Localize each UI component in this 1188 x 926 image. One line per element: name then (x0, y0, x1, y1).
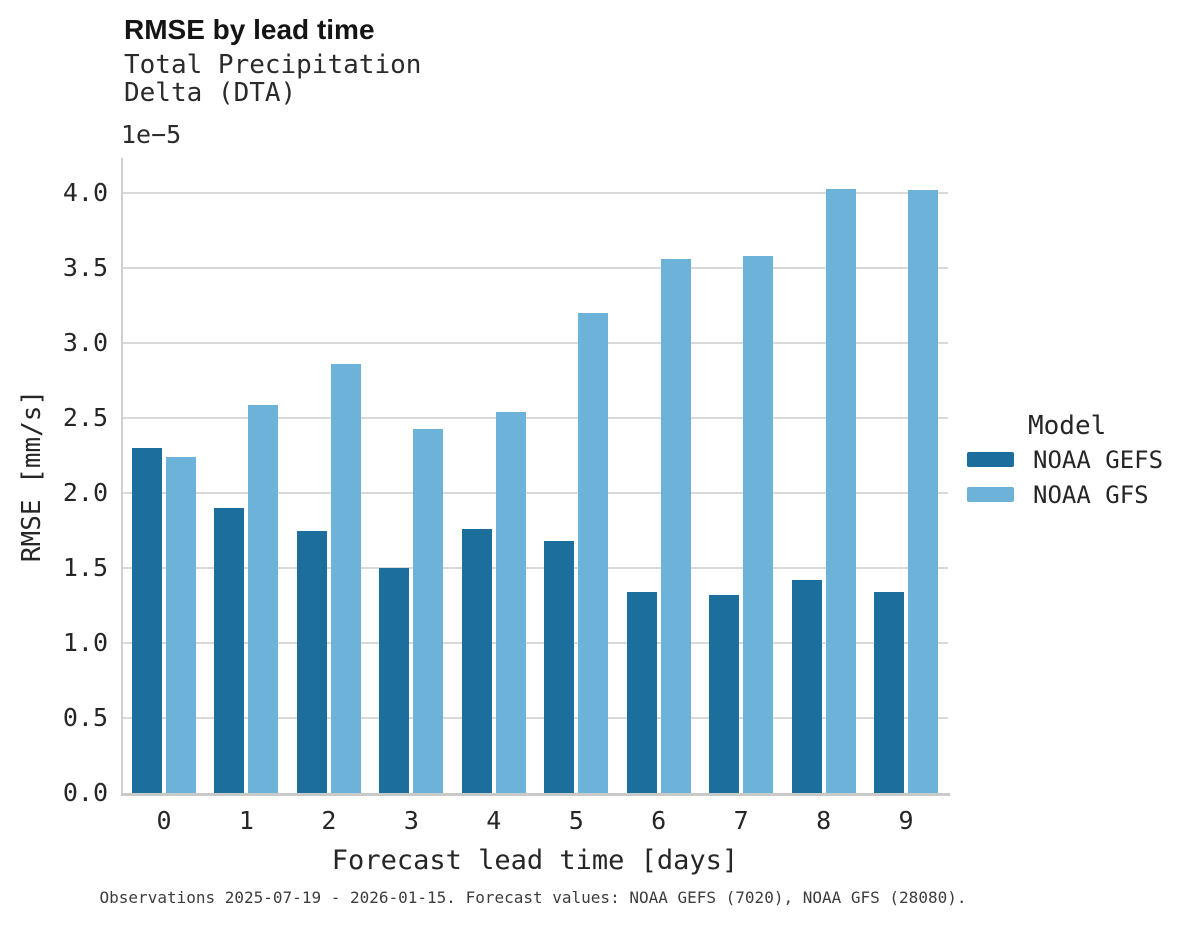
bar-noaa-gfs-lead-3 (413, 428, 444, 793)
bar-noaa-gefs-lead-1 (214, 508, 245, 793)
y-tick-label: 0.5 (62, 703, 108, 732)
bar-noaa-gefs-lead-7 (709, 595, 740, 793)
bar-noaa-gfs-lead-8 (825, 188, 856, 793)
gridline (121, 642, 948, 644)
bar-noaa-gfs-lead-1 (248, 404, 279, 793)
y-axis-label: RMSE [mm/s] (17, 389, 47, 563)
y-tick-label: 2.0 (62, 478, 108, 507)
x-tick-label: 0 (156, 806, 172, 835)
chart-title: RMSE by lead time (124, 14, 375, 45)
gridline (121, 492, 948, 494)
bar-noaa-gefs-lead-2 (296, 530, 327, 793)
x-axis-spine (121, 793, 950, 796)
y-tick-label: 1.5 (62, 553, 108, 582)
bar-noaa-gfs-lead-6 (660, 259, 691, 793)
legend-title: Model (1028, 411, 1107, 441)
y-tick-label: 3.0 (62, 328, 108, 357)
bar-noaa-gefs-lead-8 (791, 580, 822, 793)
bar-noaa-gefs-lead-4 (461, 529, 492, 793)
bar-noaa-gfs-lead-4 (495, 412, 526, 793)
x-axis-label: Forecast lead time [days] (331, 845, 739, 876)
bar-noaa-gefs-lead-6 (626, 592, 657, 793)
bar-noaa-gefs-lead-0 (132, 448, 162, 793)
gridline (121, 342, 948, 344)
y-tick-label: 3.5 (62, 253, 108, 282)
y-tick-label: 1.0 (62, 628, 108, 657)
chart-subtitle-line-1: Total Precipitation (124, 50, 422, 80)
bar-noaa-gefs-lead-5 (544, 541, 575, 793)
legend-swatch-noaa-gfs (967, 487, 1014, 502)
chart-subtitle-line-2: Delta (DTA) (124, 78, 297, 108)
bar-noaa-gfs-lead-9 (908, 190, 939, 793)
x-tick-label: 1 (238, 806, 254, 835)
bar-noaa-gefs-lead-3 (379, 568, 410, 793)
gridline (121, 567, 948, 569)
x-tick-label: 8 (816, 806, 832, 835)
legend-label-noaa-gefs: NOAA GEFS (1033, 446, 1164, 474)
y-tick-label: 4.0 (62, 178, 108, 207)
bar-noaa-gefs-lead-9 (874, 592, 905, 793)
y-axis-spine (121, 158, 123, 793)
x-tick-label: 6 (651, 806, 667, 835)
x-tick-label: 7 (733, 806, 749, 835)
chart-caption: Observations 2025-07-19 - 2026-01-15. Fo… (99, 888, 967, 907)
y-tick-label: 2.5 (62, 403, 108, 432)
gridline (121, 417, 948, 419)
gridline (121, 717, 948, 719)
x-tick-label: 3 (403, 806, 419, 835)
bar-noaa-gfs-lead-5 (578, 313, 609, 793)
legend-label-noaa-gfs: NOAA GFS (1033, 481, 1149, 509)
x-tick-label: 5 (568, 806, 584, 835)
bar-noaa-gfs-lead-0 (166, 457, 196, 793)
gridline (121, 267, 948, 269)
bar-noaa-gfs-lead-2 (330, 364, 361, 793)
gridline (121, 192, 948, 194)
x-tick-label: 4 (486, 806, 502, 835)
y-tick-label: 0.0 (62, 778, 108, 807)
legend-swatch-noaa-gefs (967, 452, 1014, 467)
x-tick-label: 9 (898, 806, 914, 835)
y-axis-scale-offset-label: 1e−5 (121, 120, 182, 149)
x-tick-label: 2 (321, 806, 337, 835)
bar-noaa-gfs-lead-7 (743, 256, 774, 793)
